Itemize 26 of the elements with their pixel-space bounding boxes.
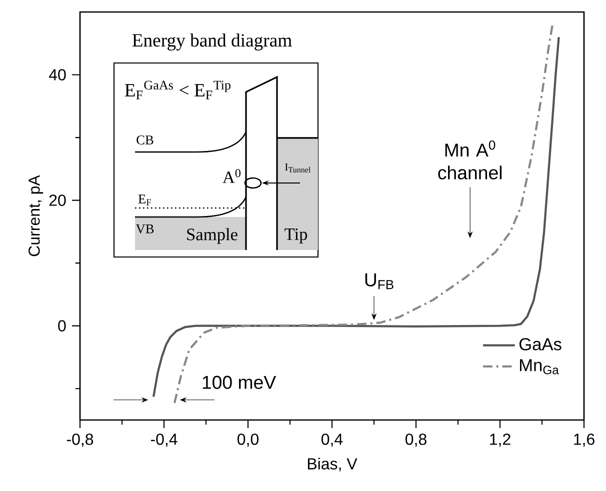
x-tick-label: 1,6 xyxy=(574,434,594,447)
y-axis-title: Current, pA xyxy=(28,175,44,256)
x-tick-label: 0,0 xyxy=(238,434,259,447)
y-tick-label: 0 xyxy=(58,320,66,332)
annotation: VB xyxy=(136,224,154,234)
x-tick-label: 0,8 xyxy=(406,434,426,447)
annotation: E$_{F}$ xyxy=(138,194,151,206)
annotation: Tip xyxy=(284,228,308,244)
text: Mn A$^{0}$ channel xyxy=(438,140,502,180)
x-tick-label: -0,8 xyxy=(66,434,94,447)
annotation: Sample xyxy=(187,228,238,244)
x-tick-label: 1,2 xyxy=(490,434,510,447)
legend-label: GaAs xyxy=(519,338,562,350)
annotation: E$_{F}$$^{GaAs}$ < E$_{F}$Tip xyxy=(124,80,230,100)
x-tick-label: 0,4 xyxy=(322,434,343,447)
x-axis-title: Bias, V xyxy=(308,458,358,472)
annotation: A$^{0}$ xyxy=(222,169,240,183)
annotation: CB xyxy=(136,136,154,144)
y-tick-label: 40 xyxy=(48,69,66,80)
legend-label: Mn$_{Ga}$ xyxy=(520,359,559,374)
x-tick-label: -0,4 xyxy=(150,434,178,447)
annotation: 100 meV xyxy=(202,376,276,389)
annotation: Energy band diagram xyxy=(132,33,292,50)
annotation: U$_{FB}$ xyxy=(365,273,394,290)
annotation: I$_{Tunnel}$ xyxy=(285,164,310,172)
y-tick-label: 20 xyxy=(49,194,66,206)
